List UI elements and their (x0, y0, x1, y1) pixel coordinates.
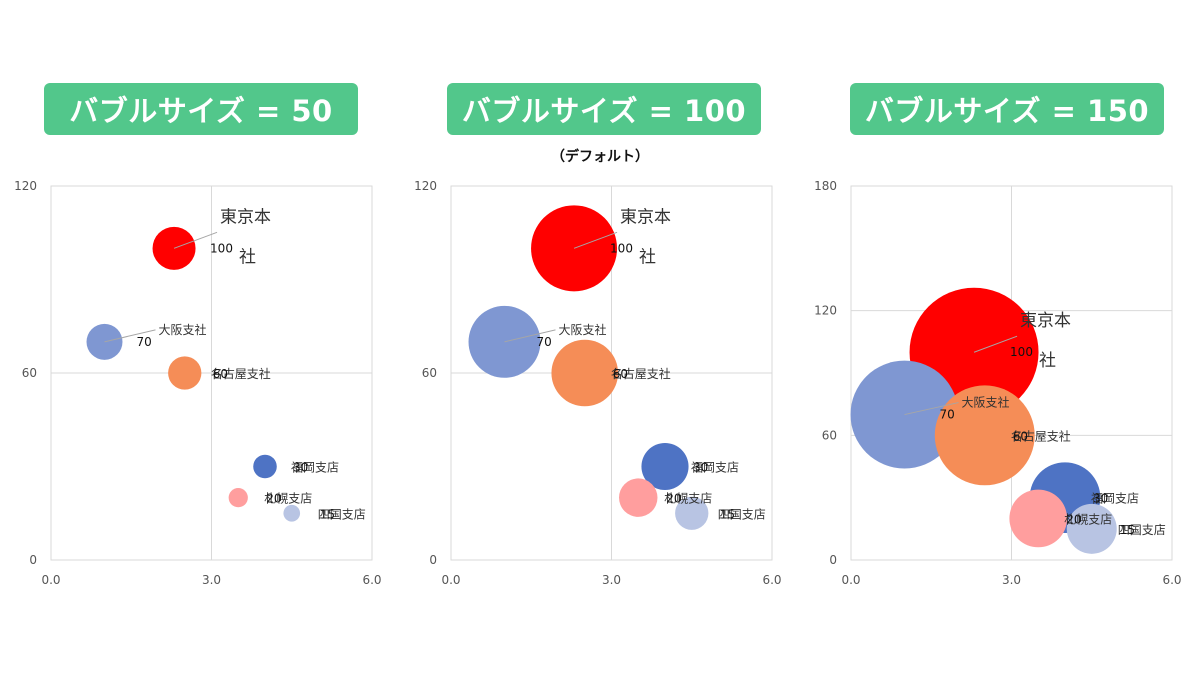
bubble-size-label: 100 (610, 241, 633, 255)
x-tick-label: 6.0 (762, 573, 781, 587)
x-tick-label: 0.0 (441, 573, 460, 587)
y-tick-label: 120 (414, 179, 437, 193)
bubble-sapporo (619, 478, 658, 517)
chart-title-1: バブルサイズ = 50 (44, 83, 358, 135)
bubble-sapporo (228, 488, 248, 508)
bubble-tokyo (531, 205, 618, 292)
bubble-size-label: 70 (939, 408, 954, 422)
bubble-name-label: 大阪支社 (559, 322, 607, 337)
bubble-size-label: 70 (537, 335, 552, 349)
bubble-fukuoka (253, 454, 277, 479)
bubble-size-label: 100 (210, 241, 233, 255)
y-tick-label: 0 (29, 553, 37, 567)
chart-panel-3: バブルサイズ = 150 0 60 120 180 0.0 3.0 6.0 東京本社 100 大阪… (800, 0, 1200, 675)
leader-line (173, 231, 218, 249)
bubble-sapporo (1009, 489, 1068, 548)
y-tick-label: 0 (829, 553, 837, 567)
bubble-size-label: 15 (320, 507, 335, 521)
y-tick-label: 0 (429, 553, 437, 567)
bubble-size-label: 15 (720, 507, 735, 521)
leader-line (904, 402, 959, 416)
bubble-name-label: 東京本社 (220, 207, 271, 267)
bubble-size-label: 20 (266, 492, 281, 506)
bubble-size-label: 70 (137, 335, 152, 349)
leader-line (104, 329, 156, 343)
bubble-name-label: 名古屋支社 (211, 366, 271, 381)
chart-panel-2: バブルサイズ = 100 （デフォルト） 0 60 120 0.0 3.0 6.0 東京本社… (400, 0, 800, 675)
bubble-size-label: 20 (1066, 512, 1081, 526)
chart-panel-1: バブルサイズ = 50 0 60 120 0.0 3.0 6.0 東京本社 100 大阪支社 70… (0, 0, 400, 675)
bubble-size-label: 100 (1010, 345, 1033, 359)
bubble-layer (468, 205, 709, 530)
bubble-size-label: 15 (1120, 523, 1135, 537)
leader-line (504, 329, 556, 343)
bubble-shikoku (283, 504, 301, 522)
x-tick-label: 3.0 (202, 573, 221, 587)
bubble-size-label: 60 (613, 367, 628, 381)
leader-line (573, 231, 618, 249)
x-tick-label: 3.0 (1002, 573, 1021, 587)
bubble-name-label: 大阪支社 (961, 395, 1009, 410)
chart-subtitle-2: （デフォルト） (551, 149, 649, 165)
bubble-size-label: 20 (666, 492, 681, 506)
bubble-name-label: 名古屋支社 (611, 366, 671, 381)
bubble-name-label: 名古屋支社 (1011, 428, 1071, 443)
x-tick-label: 6.0 (362, 573, 381, 587)
chart-title-3: バブルサイズ = 150 (850, 83, 1164, 135)
y-tick-label: 180 (814, 179, 837, 193)
bubble-name-label: 四国支店 (318, 507, 366, 521)
bubble-name-label: 東京本社 (1020, 311, 1071, 371)
x-tick-label: 3.0 (602, 573, 621, 587)
leader-line (973, 335, 1018, 353)
bubble-name-label: 札幌支店 (1064, 511, 1112, 526)
bubble-name-label: 福岡支店 (291, 460, 339, 475)
y-tick-label: 60 (22, 366, 37, 380)
chart-title-2: バブルサイズ = 100 (447, 83, 761, 135)
bubble-name-label: 福岡支店 (1091, 491, 1139, 506)
y-tick-label: 60 (422, 366, 437, 380)
y-tick-label: 120 (814, 304, 837, 318)
bubble-name-label: 四国支店 (718, 507, 766, 521)
bubble-nagoya (168, 356, 202, 390)
y-tick-label: 120 (14, 179, 37, 193)
bubble-name-label: 東京本社 (620, 207, 671, 267)
bubble-fukuoka (641, 442, 689, 491)
bubble-shikoku (675, 496, 709, 530)
bubble-nagoya (551, 339, 619, 407)
x-tick-label: 6.0 (1162, 573, 1181, 587)
bubble-name-label: 札幌支店 (664, 491, 712, 506)
x-tick-label: 0.0 (841, 573, 860, 587)
y-tick-label: 60 (822, 428, 837, 442)
bubble-size-label: 30 (693, 461, 708, 475)
bubble-nagoya (934, 385, 1035, 486)
bubble-name-label: 大阪支社 (159, 322, 207, 337)
bubble-size-label: 60 (213, 367, 228, 381)
bubble-shikoku (1066, 503, 1117, 554)
bubble-size-label: 60 (1013, 429, 1028, 443)
x-tick-label: 0.0 (41, 573, 60, 587)
bubble-name-label: 福岡支店 (691, 460, 739, 475)
bubble-size-label: 30 (1093, 492, 1108, 506)
bubble-name-label: 札幌支店 (264, 491, 312, 506)
bubble-size-label: 30 (293, 461, 308, 475)
bubble-name-label: 四国支店 (1118, 523, 1166, 537)
